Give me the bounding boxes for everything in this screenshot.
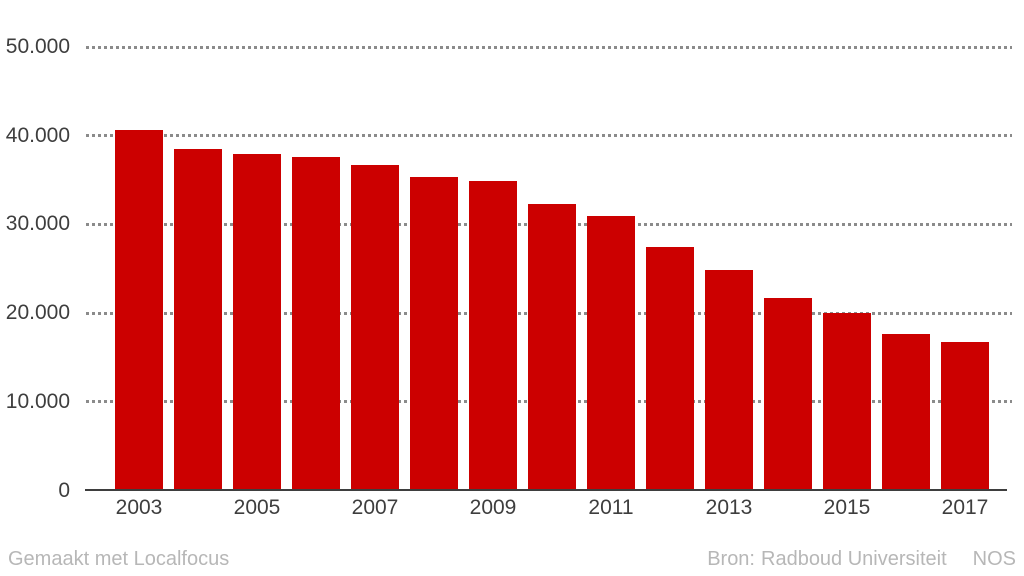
bar-2013[interactable]	[705, 269, 753, 491]
x-tick-2017: 2017	[941, 496, 989, 519]
x-tick-2011: 2011	[588, 496, 634, 519]
y-tick-0: 0	[58, 478, 70, 502]
y-tick-20000: 20.000	[5, 301, 70, 325]
y-tick-40000: 40.000	[5, 123, 70, 147]
bar-2004[interactable]	[174, 149, 222, 491]
bar-2014[interactable]	[764, 298, 812, 491]
y-tick-10000: 10.000	[5, 389, 70, 413]
bar-2006[interactable]	[292, 157, 340, 491]
x-tick-2013: 2013	[705, 496, 753, 519]
bar-2007[interactable]	[351, 164, 399, 491]
bar-2016[interactable]	[882, 333, 930, 491]
x-tick-2009: 2009	[469, 496, 517, 519]
x-tick-2007: 2007	[351, 496, 399, 519]
footer: Gemaakt met Localfocus Bron: Radboud Univ…	[0, 548, 1024, 571]
source-attribution: Bron: Radboud Universiteit NOS	[707, 548, 1016, 571]
x-tick-2003: 2003	[115, 496, 163, 519]
gridline-40000	[86, 134, 1012, 138]
bar-2017[interactable]	[941, 342, 989, 491]
gridline-50000	[86, 45, 1012, 49]
localfocus-credit-link[interactable]: Gemaakt met Localfocus	[8, 548, 230, 570]
x-axis-line	[85, 489, 1007, 491]
source-label: Bron:	[707, 548, 755, 570]
bar-2005[interactable]	[233, 154, 281, 491]
y-tick-50000: 50.000	[5, 35, 70, 58]
bar-2003[interactable]	[115, 130, 163, 491]
y-tick-30000: 30.000	[5, 212, 70, 236]
x-tick-2005: 2005	[233, 496, 281, 519]
x-tick-2015: 2015	[823, 496, 871, 519]
source-name: Radboud Universiteit	[761, 548, 947, 570]
bar-2008[interactable]	[410, 176, 458, 491]
bar-2011[interactable]	[587, 215, 635, 491]
bar-2010[interactable]	[528, 204, 576, 491]
bar-2015[interactable]	[823, 313, 871, 491]
nos-brand: NOS	[972, 548, 1016, 570]
bar-2012[interactable]	[646, 246, 694, 491]
bar-2009[interactable]	[469, 180, 517, 491]
